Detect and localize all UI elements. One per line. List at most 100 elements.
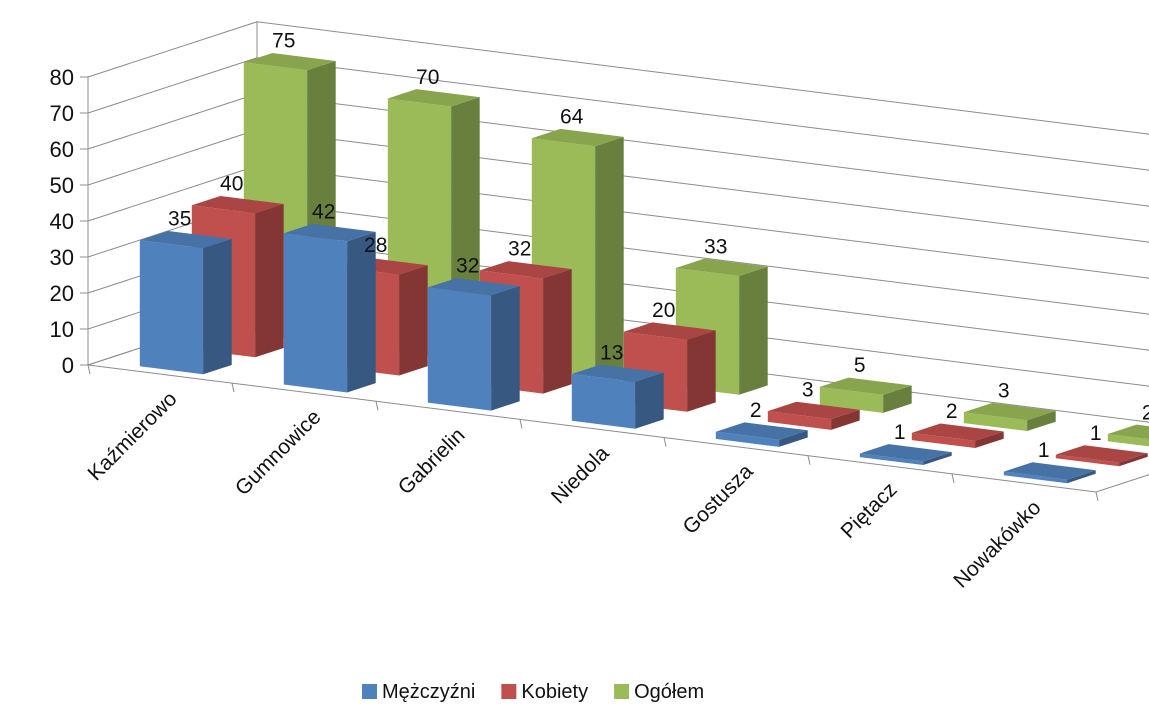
bar xyxy=(283,223,376,393)
bar-side xyxy=(975,431,1004,448)
bar-side xyxy=(255,204,284,358)
bar-front xyxy=(283,233,348,393)
bar-side xyxy=(347,231,376,393)
bar-side xyxy=(491,286,520,411)
x-tick xyxy=(807,455,811,465)
bar-top xyxy=(387,89,480,107)
bar-front xyxy=(715,431,780,447)
x-tick xyxy=(951,473,955,483)
bar-top xyxy=(479,261,572,279)
y-tick-label: 60 xyxy=(50,137,74,162)
legend-swatch xyxy=(362,684,377,699)
data-label: 70 xyxy=(416,66,439,89)
bar xyxy=(911,423,1004,448)
bar-top xyxy=(139,231,232,249)
bar-top xyxy=(819,377,912,395)
x-tick-label: Gostusza xyxy=(679,460,758,539)
bar-front xyxy=(571,374,636,429)
bar-front xyxy=(1003,471,1068,484)
bar xyxy=(859,444,952,465)
data-label: 1 xyxy=(1090,422,1102,445)
bar-front xyxy=(1055,454,1120,467)
data-label: 3 xyxy=(998,380,1010,403)
legend-swatch xyxy=(614,684,630,699)
legend-label: Ogółem xyxy=(634,681,704,703)
data-label: 28 xyxy=(364,234,387,257)
bar-side xyxy=(635,372,664,429)
y-tick-label: 10 xyxy=(50,317,74,342)
data-label: 2 xyxy=(1142,401,1149,424)
bar-side xyxy=(779,430,808,447)
x-tick xyxy=(663,437,667,447)
bar-front xyxy=(1107,434,1149,447)
x-tick xyxy=(87,364,91,375)
bar-side xyxy=(739,266,768,395)
bar-side xyxy=(595,136,624,377)
bar xyxy=(715,422,808,447)
x-tick-label: Gumnowice xyxy=(231,405,326,500)
bar xyxy=(963,402,1056,431)
bar xyxy=(571,364,664,429)
legend-item: Mężczyźni xyxy=(362,681,475,703)
bar-top xyxy=(911,423,1004,441)
y-tick-label: 30 xyxy=(50,245,74,270)
bar-side xyxy=(399,265,428,376)
data-label: 35 xyxy=(168,208,191,231)
bar-top xyxy=(1055,445,1148,463)
bar-front xyxy=(767,411,832,430)
bar xyxy=(819,377,912,413)
data-label: 2 xyxy=(750,399,762,422)
bar xyxy=(767,401,860,430)
bar-top xyxy=(859,444,952,462)
bar-side xyxy=(883,385,912,413)
x-tick xyxy=(375,401,379,411)
data-label: 2 xyxy=(946,400,958,423)
data-label: 5 xyxy=(854,354,866,377)
bar-front xyxy=(819,386,884,413)
data-label: 1 xyxy=(894,421,906,444)
data-label: 42 xyxy=(312,201,335,224)
bar-side xyxy=(1027,410,1056,431)
data-label: 33 xyxy=(704,235,727,258)
legend: Mężczyźni Kobiety Ogółem xyxy=(362,681,704,703)
data-label: 40 xyxy=(220,173,243,196)
bar-side xyxy=(1119,453,1148,467)
bar-top xyxy=(1107,424,1149,440)
data-label: 20 xyxy=(652,299,675,322)
data-label: 3 xyxy=(802,378,814,401)
bar-side xyxy=(543,269,572,394)
x-tick xyxy=(231,383,235,393)
bar-top xyxy=(571,364,664,382)
y-tick-label: 20 xyxy=(50,281,74,306)
data-label: 13 xyxy=(600,341,623,364)
data-label: 64 xyxy=(560,106,584,129)
data-label: 75 xyxy=(272,30,295,53)
x-tick-label: Niedola xyxy=(547,442,614,509)
x-tick-label: Nowakówko xyxy=(949,496,1045,592)
data-label: 32 xyxy=(508,238,531,261)
bar-top xyxy=(531,128,624,147)
bar xyxy=(1003,462,1096,484)
bar-front xyxy=(859,453,924,465)
bar xyxy=(1055,445,1148,467)
x-tick-label: Piętacz xyxy=(837,478,902,543)
bars xyxy=(139,53,1149,484)
bar-top xyxy=(715,422,808,440)
bar xyxy=(139,231,232,375)
bar-front xyxy=(139,240,204,375)
bar-front xyxy=(427,287,492,411)
x-tick-label: Gabrielin xyxy=(394,424,470,500)
x-tick xyxy=(519,419,523,429)
bar-side xyxy=(1067,470,1096,484)
bar-top xyxy=(1003,462,1096,480)
legend-swatch xyxy=(501,684,517,699)
bar-side xyxy=(687,330,716,412)
bar-side xyxy=(203,239,232,375)
x-tick xyxy=(1095,491,1099,502)
bar-top xyxy=(283,223,376,242)
bar-top xyxy=(243,53,336,71)
bar-top xyxy=(191,196,284,214)
